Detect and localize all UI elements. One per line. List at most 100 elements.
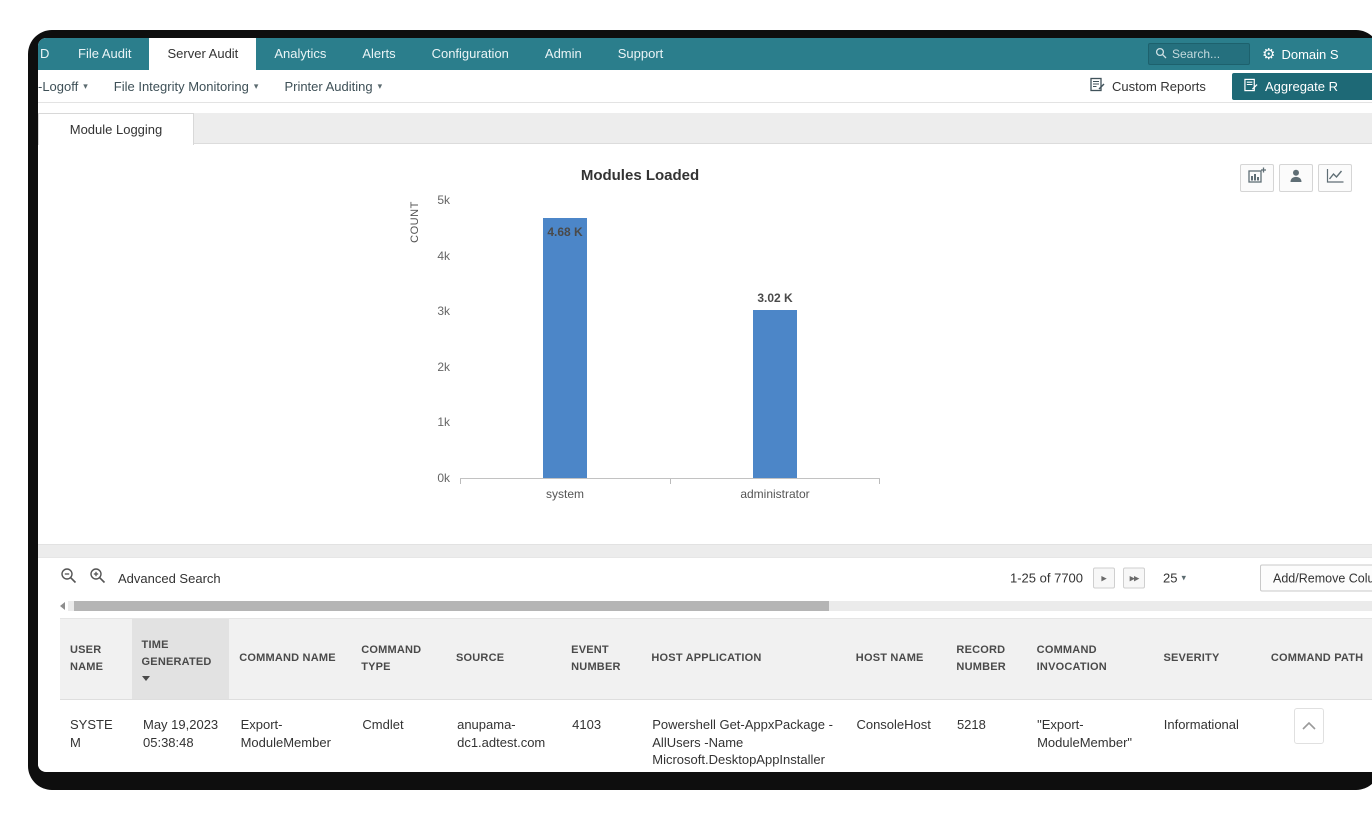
col-label: RECORD NUMBER [956,643,1006,673]
scrollbar-thumb[interactable] [74,601,829,611]
col-command-type[interactable]: COMMAND TYPE [351,619,446,699]
search-icon [1155,47,1167,62]
col-label: EVENT NUMBER [571,643,621,673]
col-label: SEVERITY [1163,652,1220,665]
add-chart-icon [1248,167,1266,189]
chart-section: Modules Loaded COUN [38,144,1372,544]
x-category-label: administrator [740,487,810,501]
top-navigation: D File Audit Server Audit Analytics Aler… [38,38,1372,70]
pagination-text: 1-25 of 7700 [1010,570,1084,586]
col-event-number[interactable]: EVENT NUMBER [561,619,641,699]
menu-printer-auditing-label: Printer Auditing [284,78,373,94]
collapse-row-button[interactable] [1294,708,1324,744]
nav-tab-server-audit[interactable]: Server Audit [149,38,257,70]
app-window: D File Audit Server Audit Analytics Aler… [38,38,1372,772]
global-search[interactable] [1148,43,1250,65]
chevron-down-icon: ▾ [83,80,88,91]
menu-logon-logoff[interactable]: -Logoff ▾ [38,79,101,94]
col-host-name[interactable]: HOST NAME [846,619,947,699]
cell-host-application: Powershell Get-AppxPackage -AllUsers -Na… [652,717,833,768]
col-record-number[interactable]: RECORD NUMBER [946,619,1026,699]
col-label: HOST NAME [855,652,924,665]
sort-desc-icon [141,676,150,682]
col-label: SOURCE [455,652,505,665]
col-label: HOST APPLICATION [651,652,762,665]
bar-value-label: 4.68 K [547,225,583,239]
line-graph-button[interactable] [1318,164,1352,192]
add-remove-columns-button[interactable]: Add/Remove Columns [1260,564,1372,592]
custom-reports-icon [1090,77,1105,95]
cell-command-name: Export-ModuleMember [240,717,331,750]
x-tick-mark [670,479,671,484]
next-page-button[interactable]: ▶ [1093,567,1116,589]
y-tick: 3k [437,304,450,318]
cell-command-type: Cmdlet [362,717,404,732]
chevron-down-icon: ▾ [377,80,383,91]
nav-tab-admin[interactable]: Admin [544,46,582,61]
cell-host-name: ConsoleHost [856,717,931,732]
bar-system[interactable] [543,218,587,478]
col-command-path[interactable]: COMMAND PATH [1261,619,1372,699]
col-source[interactable]: SOURCE [446,619,561,699]
cell-severity: Informational [1163,717,1239,732]
custom-reports-label: Custom Reports [1112,78,1206,94]
nav-tab-alerts[interactable]: Alerts [362,46,396,61]
page-size-value: 25 [1163,570,1178,586]
bar-administrator[interactable] [753,310,797,478]
user-icon [1288,168,1304,189]
col-host-application[interactable]: HOST APPLICATION [641,619,845,699]
advanced-search-link[interactable]: Advanced Search [118,570,221,586]
nav-tab-analytics[interactable]: Analytics [274,46,327,61]
chevron-down-icon: ▾ [253,80,259,91]
nav-tab-configuration[interactable]: Configuration [431,46,509,61]
col-user-name[interactable]: USER NAME [60,619,132,699]
summary-report-button[interactable] [1240,164,1274,192]
nav-tab-partial[interactable]: D [40,46,50,61]
bar-chart-plot: 0k 1k 2k 3k 4k 5k 4.68 K 3.02 K system a… [437,193,880,501]
col-time-generated[interactable]: TIME GENERATED [131,619,230,699]
y-tick: 1k [437,415,450,429]
search-input[interactable] [1172,47,1242,61]
chart-title: Modules Loaded [580,167,700,184]
pagination-controls: 1-25 of 7700 ▶ ▶▶ 25 ▾ Add/Remove Column… [1010,564,1372,592]
page-size-dropdown[interactable]: 25 ▾ [1163,571,1186,586]
col-command-name[interactable]: COMMAND NAME [229,619,351,699]
spacer [38,103,1372,113]
scroll-left-icon[interactable] [60,602,65,610]
user-based-report-button[interactable] [1279,164,1313,192]
cell-time-generated: May 19,2023 05:38:48 [143,717,219,750]
nav-tab-support[interactable]: Support [617,46,664,61]
advanced-search-icon[interactable] [89,567,106,589]
menu-file-integrity-monitoring[interactable]: File Integrity Monitoring ▾ [101,79,272,94]
nav-tab-file-audit[interactable]: File Audit [78,46,132,61]
report-table-section: Advanced Search 1-25 of 7700 ▶ ▶▶ 25 ▾ A… [38,558,1372,772]
cell-user-name: SYSTEM [70,717,113,750]
gear-icon: ⚙ [1262,45,1276,63]
x-tick-mark [879,479,880,484]
tab-module-logging[interactable]: Module Logging [38,113,194,145]
custom-reports-button[interactable]: Custom Reports [1090,70,1206,102]
col-label: COMMAND PATH [1270,652,1364,665]
chart-toolbar [1240,164,1352,192]
aggregate-reports-button[interactable]: Aggregate R [1232,73,1372,100]
col-label: TIME GENERATED [141,638,212,668]
chevron-up-icon [1302,717,1316,735]
menu-printer-auditing[interactable]: Printer Auditing ▾ [271,79,395,94]
col-command-invocation[interactable]: COMMAND INVOCATION [1027,619,1154,699]
page-tab-strip: Module Logging [38,113,1372,145]
y-tick: 4k [437,249,450,263]
col-severity[interactable]: SEVERITY [1153,619,1260,699]
line-graph-icon [1326,168,1344,189]
x-category-label: system [545,487,584,501]
quick-search-icon[interactable] [60,567,77,589]
chevron-down-icon: ▾ [1181,572,1187,583]
window-frame: D File Audit Server Audit Analytics Aler… [28,30,1372,790]
y-tick: 5k [437,193,450,207]
last-page-button[interactable]: ▶▶ [1123,567,1146,589]
domain-settings-button[interactable]: ⚙ Domain S [1262,38,1339,70]
aggregate-reports-icon [1244,78,1258,95]
y-tick: 0k [437,471,450,485]
table-row[interactable]: SYSTEM May 19,2023 05:38:48 Export-Modul… [60,700,1372,772]
cell-command-invocation: "Export-ModuleMember" [1037,717,1133,750]
x-tick-mark [460,479,461,484]
